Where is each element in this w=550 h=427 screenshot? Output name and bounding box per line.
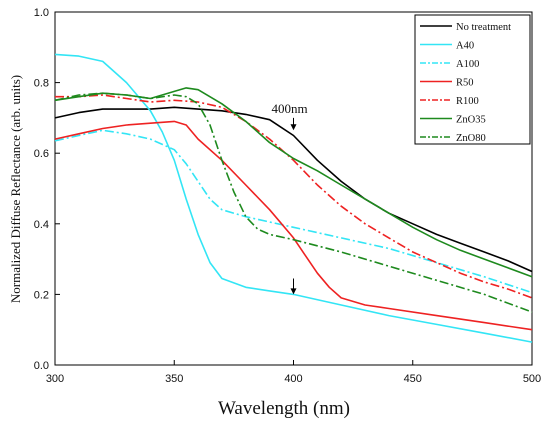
y-axis-title: Normalized Diffuse Reflectance (arb. uni…: [8, 75, 23, 303]
series-line-zno80: [54, 92, 533, 313]
y-tick-label: 0.8: [34, 78, 49, 90]
x-tick-label: 500: [523, 373, 541, 385]
series-line-zno35: [54, 87, 533, 278]
y-tick-label: 1.0: [34, 7, 49, 19]
y-tick-label: 0.2: [34, 289, 49, 301]
series-line-a100: [54, 129, 533, 294]
legend: No treatment A40 A100 R50 R100 ZnO35 ZnO80: [414, 14, 531, 145]
legend-label: R100: [456, 96, 479, 107]
legend-label: R50: [456, 78, 474, 89]
legend-label: ZnO35: [456, 115, 486, 126]
y-tick-label: 0.0: [34, 360, 49, 372]
legend-label: A40: [456, 41, 474, 52]
annotation-arrowhead: [290, 288, 297, 295]
series-line-no-treatment: [54, 106, 533, 273]
y-tick-label: 0.4: [34, 219, 49, 231]
legend-box: [414, 14, 531, 145]
x-tick-label: 450: [404, 373, 422, 385]
legend-label: A100: [456, 59, 479, 70]
x-tick-label: 400: [284, 373, 302, 385]
x-axis-title: Wavelength (nm): [218, 398, 350, 419]
x-tick-label: 300: [46, 373, 64, 385]
annotation-arrowhead: [290, 124, 297, 131]
series-line-r50: [54, 120, 533, 331]
annotations: 400nm: [272, 101, 308, 295]
annotation-label: 400nm: [272, 101, 308, 116]
x-axis: 300 350 400 450 500: [46, 360, 541, 385]
legend-label: ZnO80: [456, 133, 486, 144]
y-axis: 0.0 0.2 0.4 0.6 0.8 1.0: [34, 7, 60, 372]
series-layer: [54, 53, 533, 343]
y-tick-label: 0.6: [34, 148, 49, 160]
x-tick-label: 350: [165, 373, 183, 385]
legend-label: No treatment: [456, 22, 511, 33]
series-line-a40: [54, 53, 533, 343]
